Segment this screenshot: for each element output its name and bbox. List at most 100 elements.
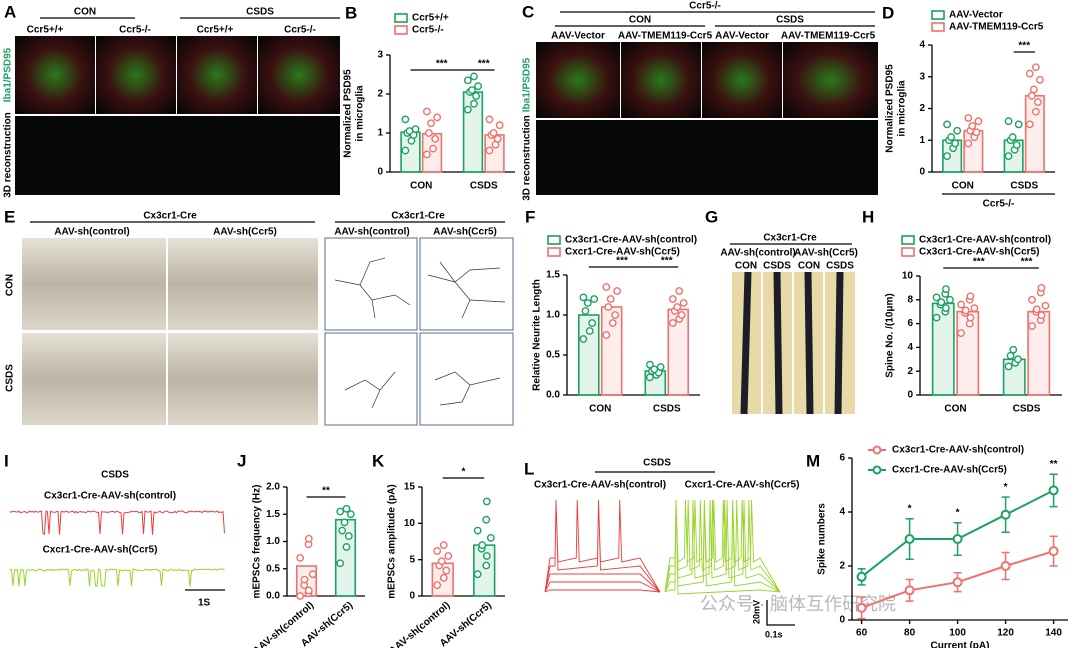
significance-label: * <box>956 507 960 518</box>
group-label: Cx3cr1-Cre <box>143 211 197 222</box>
micrograph <box>177 36 257 114</box>
data-point <box>482 561 491 570</box>
y-tick-label: 1.0 <box>546 310 560 321</box>
data-point <box>1032 305 1041 314</box>
data-point <box>1014 120 1023 129</box>
data-point <box>588 319 597 327</box>
significance-label: *** <box>661 256 673 267</box>
data-point <box>1027 91 1036 100</box>
tracing-boxes <box>324 237 514 426</box>
y-axis-label: Normalized PSD95 <box>343 69 354 158</box>
y-tick-label: 1.0 <box>266 536 280 547</box>
data-point <box>1048 485 1059 496</box>
micrograph <box>783 42 878 118</box>
data-point <box>473 526 482 535</box>
y-tick-label: 4 <box>919 40 925 51</box>
legend-marker <box>872 445 882 455</box>
condition-label: CSDS <box>643 458 671 469</box>
data-point <box>1025 69 1034 78</box>
column-label: CON <box>735 261 757 272</box>
treatment-label: AAV-TMEM119-Ccr5 <box>618 31 713 42</box>
trace-label: Cxcr1-Cre-AAV-sh(Ccr5) <box>43 545 158 556</box>
chart: B 0 1 2 3 Normalized PSD95 in microglia CON CSDS… <box>343 3 515 192</box>
legend-label: Ccr5-/- <box>412 25 444 36</box>
data-point <box>1041 301 1050 310</box>
data-point <box>602 283 611 291</box>
legend-swatch <box>901 247 915 257</box>
column-label: CSDS <box>763 261 791 272</box>
micrograph <box>96 36 176 114</box>
micrograph <box>168 333 318 425</box>
neurite <box>434 371 501 406</box>
data-point <box>1012 141 1021 149</box>
data-point <box>495 121 504 130</box>
neurite <box>344 371 396 409</box>
genotype-label: Ccr5+/+ <box>197 25 234 36</box>
y-axis-label: Relative Neurite Length <box>532 279 543 391</box>
y-tick-label: 4 <box>907 342 913 353</box>
data-point <box>974 117 983 126</box>
data-point <box>1037 283 1046 292</box>
x-tick-label: CSDS <box>470 181 498 192</box>
x-tick-label: CON <box>944 404 966 415</box>
data-point <box>1029 85 1038 94</box>
tracing <box>324 332 418 426</box>
data-point <box>1004 152 1013 161</box>
trace <box>664 499 781 595</box>
data-point <box>489 129 498 137</box>
data-point <box>401 146 410 155</box>
column-label: CSDS <box>826 261 854 272</box>
panel-c: C Ccr5-/- CON CSDS AAV-Vector AAV-TMEM11… <box>522 1 878 201</box>
group-label: Ccr5-/- <box>983 199 1015 210</box>
micrograph <box>22 333 166 425</box>
x-tick-label: CSDS <box>1013 404 1041 415</box>
legend-swatch <box>931 10 945 20</box>
data-point <box>964 139 973 148</box>
data-point <box>423 150 431 159</box>
group-label: CON <box>74 7 96 18</box>
data-point <box>468 86 476 95</box>
panel-g: G Cx3cr1-Cre AAV-sh(control) AAV-sh(Ccr5… <box>705 207 858 415</box>
data-point <box>1025 120 1034 129</box>
treatment-label: AAV-Vector <box>551 31 605 42</box>
neurite-tracings <box>334 257 506 409</box>
panel-i: I CSDS Cx3cr1-Cre-AAV-sh(control) Cxcr1-… <box>4 451 225 609</box>
data-point <box>442 566 451 575</box>
y-tick-label: 2 <box>839 561 845 572</box>
x-tick-label: CON <box>410 181 432 192</box>
panel-l: L CSDS Cx3cr1-Cre-AAV-sh(control) Cxcr1-… <box>524 458 799 640</box>
data-point <box>668 319 677 327</box>
row-label: CSDS <box>5 364 16 392</box>
trace <box>9 510 225 536</box>
data-point <box>953 126 962 135</box>
data-point <box>970 304 979 313</box>
data-point <box>431 134 440 143</box>
genotype-label: Ccr5-/- <box>284 25 316 36</box>
data-point <box>486 533 495 542</box>
y-tick-label: 1 <box>377 128 383 139</box>
data-point <box>943 120 951 129</box>
micrograph <box>621 42 701 118</box>
data-point <box>1037 311 1046 320</box>
data-point <box>485 146 494 155</box>
data-point <box>656 363 665 371</box>
y-tick-label: 0.0 <box>546 390 560 401</box>
significance-label: * <box>462 467 466 478</box>
y-tick-label: 1 <box>919 135 925 146</box>
x-tick-label: 140 <box>1045 628 1062 639</box>
data-point <box>338 526 347 535</box>
legend-swatch <box>547 235 561 245</box>
data-point <box>604 303 613 311</box>
treatment-label: AAV-sh(Ccr5) <box>213 227 277 238</box>
y-tick-label: 8 <box>907 294 913 305</box>
legend-label: Cxcr1-Cre-AAV-sh(Ccr5) <box>892 465 1007 476</box>
trace-label: Cxcr1-Cre-AAV-sh(Ccr5) <box>685 480 800 491</box>
treatment-label: AAV-sh(Ccr5) <box>433 227 497 238</box>
micrograph <box>258 36 340 114</box>
x-tick-label: CON <box>589 404 611 415</box>
panel-letter: B <box>345 3 357 22</box>
data-point <box>472 92 480 100</box>
x-tick-label: 60 <box>856 628 868 639</box>
